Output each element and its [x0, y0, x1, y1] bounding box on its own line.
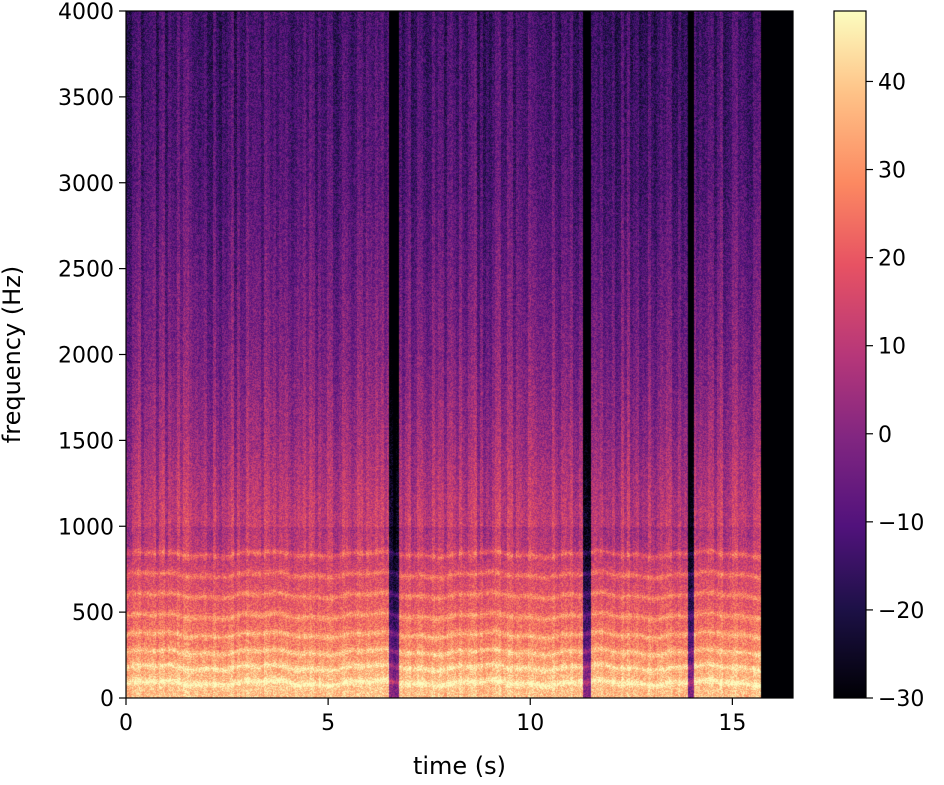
y-tick-label: 2500: [58, 258, 114, 283]
colorbar-tick-label: −20: [878, 599, 924, 624]
y-tick-label: 4000: [58, 0, 114, 25]
colorbar-tick-label: 30: [878, 159, 906, 184]
x-tick-label: 5: [321, 711, 335, 736]
spectrogram-heatmap: [126, 11, 793, 698]
colorbar-tick-label: −30: [878, 687, 924, 712]
y-tick-label: 0: [100, 687, 114, 712]
y-axis-label: frequency (Hz): [0, 266, 26, 443]
colorbar-tick-label: −10: [878, 511, 924, 536]
colorbar-tick-label: 20: [878, 247, 906, 272]
colorbar-tick-label: 10: [878, 335, 906, 360]
colorbar-tick-label: 0: [878, 423, 892, 448]
y-tick-label: 2000: [58, 344, 114, 369]
y-tick-label: 1500: [58, 429, 114, 454]
colorbar-tick-label: 40: [878, 70, 906, 95]
y-tick-label: 3500: [58, 86, 114, 111]
colorbar: [833, 10, 867, 699]
x-axis-label: time (s): [413, 752, 506, 780]
x-tick-label: 15: [718, 711, 746, 736]
x-tick-label: 10: [516, 711, 544, 736]
y-tick-label: 500: [72, 601, 114, 626]
y-tick-label: 3000: [58, 172, 114, 197]
x-tick-label: 0: [119, 711, 133, 736]
y-tick-label: 1000: [58, 515, 114, 540]
